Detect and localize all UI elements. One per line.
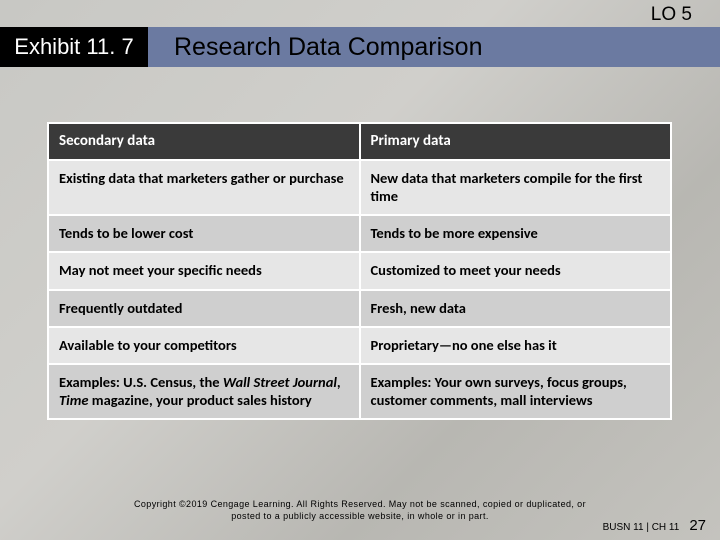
table-row: Existing data that marketers gather or p… [48,160,671,215]
table-cell: Tends to be more expensive [360,215,672,252]
table-body: Existing data that marketers gather or p… [48,160,671,419]
table-cell: Tends to be lower cost [48,215,360,252]
table-cell: Fresh, new data [360,290,672,327]
table-header-primary: Primary data [360,123,672,160]
table-cell: Customized to meet your needs [360,252,672,289]
table-row: May not meet your specific needsCustomiz… [48,252,671,289]
table-cell: May not meet your specific needs [48,252,360,289]
table-header-secondary: Secondary data [48,123,360,160]
table-row: Frequently outdatedFresh, new data [48,290,671,327]
comparison-table: Secondary data Primary data Existing dat… [47,122,672,420]
footer-right: BUSN 11 | CH 11 27 [603,517,706,534]
exhibit-label: Exhibit 11. 7 [0,27,148,67]
slide-title: Research Data Comparison [174,33,482,62]
book-chapter-ref: BUSN 11 | CH 11 [603,522,680,533]
page-number: 27 [689,517,706,534]
table-row: Examples: U.S. Census, the Wall Street J… [48,364,671,419]
table-cell: Available to your competitors [48,327,360,364]
table-cell: Proprietary—no one else has it [360,327,672,364]
title-bar: Exhibit 11. 7 Research Data Comparison [0,27,720,67]
table-cell: Examples: Your own surveys, focus groups… [360,364,672,419]
table-row: Available to your competitorsProprietary… [48,327,671,364]
table-cell: Existing data that marketers gather or p… [48,160,360,215]
table-cell: Examples: U.S. Census, the Wall Street J… [48,364,360,419]
table-cell: New data that marketers compile for the … [360,160,672,215]
learning-objective-tag: LO 5 [651,4,692,26]
table-row: Tends to be lower costTends to be more e… [48,215,671,252]
table-cell: Frequently outdated [48,290,360,327]
